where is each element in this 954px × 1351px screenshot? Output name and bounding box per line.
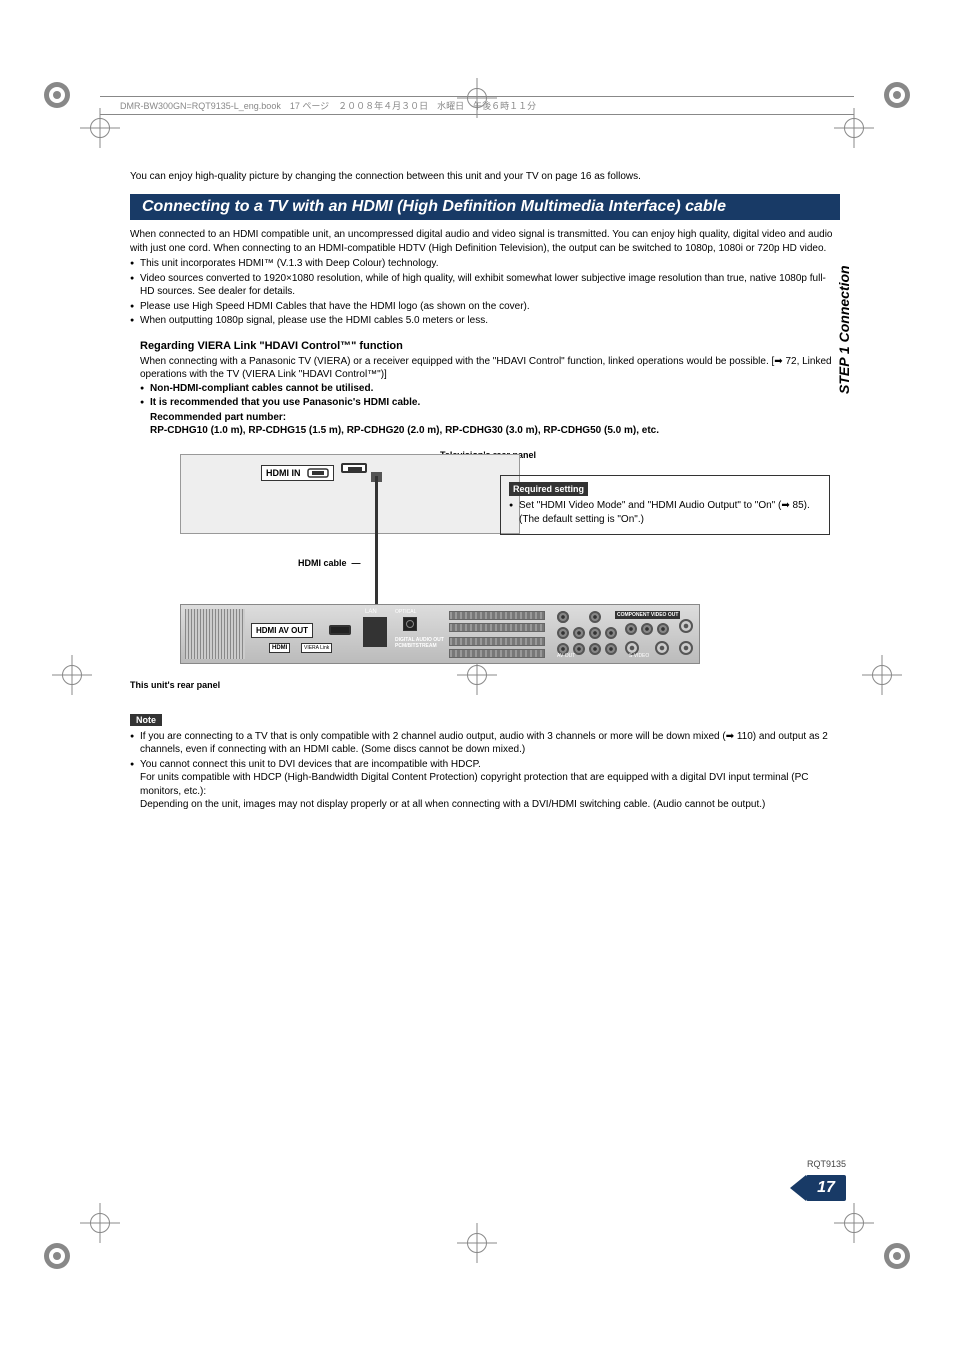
hdmi-in-text: HDMI IN — [266, 468, 301, 478]
required-setting-label: Required setting — [509, 482, 588, 496]
component-jack — [657, 623, 669, 635]
rec-part-label: Recommended part number: — [140, 411, 840, 425]
vent-grille — [185, 609, 245, 659]
antenna-jack — [655, 641, 669, 655]
reg-mark — [882, 1241, 912, 1271]
component-jack — [625, 623, 637, 635]
av-out-label: AV OUT — [557, 653, 575, 659]
bullet-item: Please use High Speed HDMI Cables that h… — [130, 300, 840, 314]
component-jack — [641, 623, 653, 635]
hdmi-badge: HDMI — [269, 643, 290, 653]
hdmi-av-out-label: HDMI AV OUT — [251, 623, 313, 638]
unit-rear-caption: This unit's rear panel — [130, 680, 840, 690]
cross-mark — [52, 655, 92, 695]
cross-mark — [862, 655, 902, 695]
hdmi-cable-label: HDMI cable — — [298, 558, 361, 568]
cross-mark — [80, 1203, 120, 1243]
bullet-item: Video sources converted to 1920×1080 res… — [130, 272, 840, 299]
bullet-item: When outputting 1080p signal, please use… — [130, 314, 840, 328]
main-para-text: When connected to an HDMI compatible uni… — [130, 228, 840, 255]
viera-link-badge: VIERA Link — [301, 643, 332, 653]
cross-mark — [834, 1203, 874, 1243]
intro-text: You can enjoy high-quality picture by ch… — [130, 170, 840, 184]
svideo-label: S VIDEO — [629, 653, 649, 659]
hdmi-in-label: HDMI IN — [261, 465, 334, 482]
optical-label: OPTICAL — [395, 609, 416, 615]
bullet-item: This unit incorporates HDMI™ (V.1.3 with… — [130, 257, 840, 271]
reg-mark — [42, 1241, 72, 1271]
rf-jack — [679, 619, 693, 633]
note-label: Note — [130, 714, 162, 726]
optical-port — [403, 617, 417, 631]
tv-rear-panel: HDMI IN — [180, 454, 520, 534]
main-paragraph: When connected to an HDMI compatible uni… — [130, 228, 840, 255]
unit-hdmi-port — [329, 625, 351, 635]
section-title-bar: Connecting to a TV with an HDMI (High De… — [130, 194, 840, 220]
rf-jack — [679, 641, 693, 655]
card-slots — [449, 611, 549, 659]
viera-para: When connecting with a Panasonic TV (VIE… — [140, 355, 840, 382]
viera-block: When connecting with a Panasonic TV (VIE… — [130, 355, 840, 438]
viera-bullet: Non-HDMI-compliant cables cannot be util… — [140, 382, 840, 396]
component-label: COMPONENT VIDEO OUT — [615, 611, 680, 619]
req-setting-bullet: Set "HDMI Video Mode" and "HDMI Audio Ou… — [509, 499, 821, 526]
reg-mark — [882, 80, 912, 110]
note-bullet: You cannot connect this unit to DVI devi… — [130, 758, 840, 812]
header-strip: DMR-BW300GN=RQT9135-L_eng.book 17 ページ ２０… — [100, 96, 854, 115]
unit-rear-panel: HDMI AV OUT HDMI VIERA Link LAN OPTICAL … — [180, 604, 700, 664]
page-number-badge: 17 — [806, 1175, 846, 1201]
cross-mark — [457, 1223, 497, 1263]
page: DMR-BW300GN=RQT9135-L_eng.book 17 ページ ２０… — [0, 0, 954, 1351]
viera-heading: Regarding VIERA Link "HDAVI Control™" fu… — [130, 340, 840, 352]
digital-audio-out-label: DIGITAL AUDIO OUT PCM/BITSTREAM — [395, 637, 444, 649]
main-bullets: This unit incorporates HDMI™ (V.1.3 with… — [130, 257, 840, 328]
tv-hdmi-port — [341, 463, 367, 473]
viera-bullet: It is recommended that you use Panasonic… — [140, 396, 840, 410]
reg-mark — [42, 80, 72, 110]
lan-label: LAN — [365, 609, 377, 615]
rec-parts: RP-CDHG10 (1.0 m), RP-CDHG15 (1.5 m), RP… — [140, 424, 840, 438]
required-setting-box: Required setting Set "HDMI Video Mode" a… — [500, 475, 830, 535]
note-bullet: If you are connecting to a TV that is on… — [130, 730, 840, 757]
footer-code: RQT9135 — [807, 1159, 846, 1169]
note-bullets: If you are connecting to a TV that is on… — [130, 730, 840, 812]
lan-port — [363, 617, 387, 647]
hdmi-cable-vertical — [375, 476, 378, 624]
